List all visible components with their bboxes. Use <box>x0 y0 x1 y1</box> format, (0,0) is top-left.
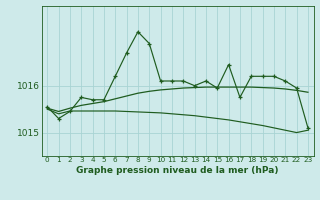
X-axis label: Graphe pression niveau de la mer (hPa): Graphe pression niveau de la mer (hPa) <box>76 166 279 175</box>
